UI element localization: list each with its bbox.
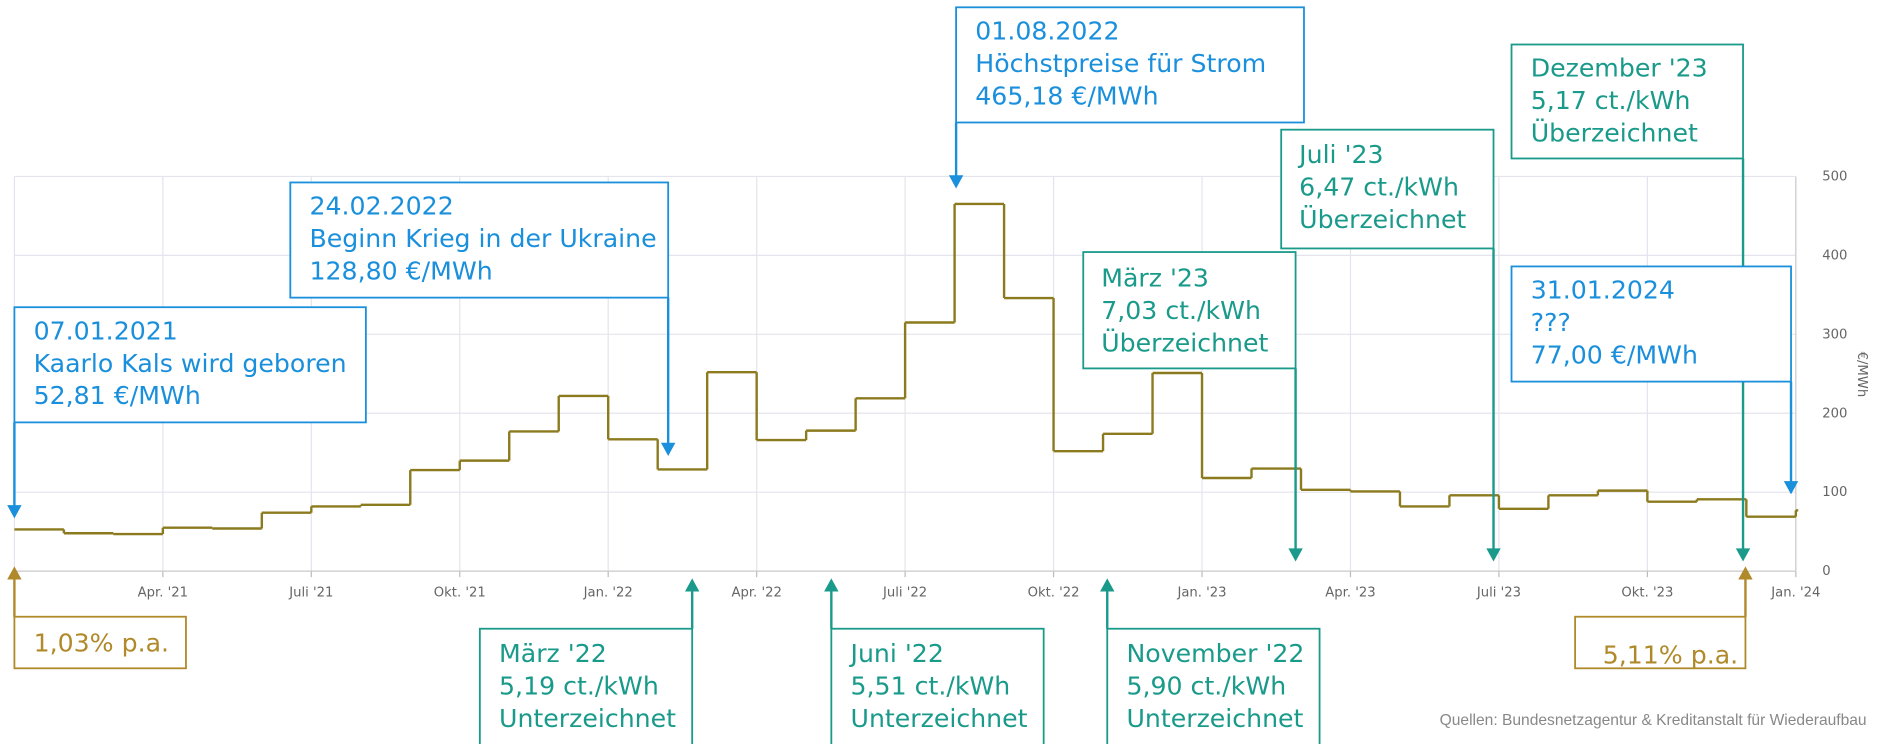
x-tick-label: Apr. '22: [731, 586, 781, 601]
annotation-text: 77,00 €/MWh: [1531, 340, 1698, 369]
arrow-head: [1783, 481, 1799, 495]
x-tick-label: Juli '21: [288, 586, 333, 601]
x-tick-label: Jan. '24: [1770, 586, 1820, 601]
annotation-text: 52,81 €/MWh: [34, 381, 201, 410]
annotation-text: Kaarlo Kals wird geboren: [34, 349, 347, 378]
y-tick-label: 400: [1822, 248, 1847, 263]
x-tick-label: Juli '23: [1476, 586, 1521, 601]
annotation-text: Juli '23: [1297, 140, 1383, 169]
annotation-box: [13, 306, 367, 424]
annotation-box: [478, 627, 694, 744]
arrow-head: [660, 442, 676, 456]
annotation-text: März '23: [1101, 264, 1209, 293]
annotation-text: 6,47 ct./kWh: [1299, 172, 1459, 201]
x-tick-label: Apr. '21: [138, 586, 188, 601]
annotation-box: [830, 627, 1045, 744]
annotation-text: 31.01.2024: [1531, 276, 1675, 305]
source: Quellen: Bundesnetzagentur & Kreditansta…: [1440, 712, 1867, 729]
annotation-text: 465,18 €/MWh: [975, 81, 1158, 110]
annotation-box: [1280, 128, 1495, 250]
annotation-text: Überzeichnet: [1101, 328, 1268, 357]
annotation-text: 01.08.2022: [975, 17, 1119, 46]
annotation-box: [1082, 251, 1297, 370]
annotation-text: Unterzeichnet: [499, 704, 676, 733]
annotation-box: [289, 181, 670, 299]
annotation-text: 5,90 ct./kWh: [1126, 671, 1286, 700]
arrow-head: [7, 505, 22, 519]
y-tick-label: 100: [1822, 485, 1847, 500]
y-tick-label: 500: [1822, 169, 1847, 184]
arrow-head: [1100, 578, 1115, 592]
annotation-text: Unterzeichnet: [851, 704, 1028, 733]
y-axis-label: €/MWh: [1854, 352, 1869, 398]
annotation-box: [13, 615, 187, 670]
annotation-text: Überzeichnet: [1299, 205, 1466, 234]
arrow-head: [824, 578, 839, 592]
annotation-text: 128,80 €/MWh: [310, 256, 493, 285]
y-tick-label: 300: [1822, 327, 1847, 342]
annotation-text: März '22: [499, 639, 607, 668]
annotation-text: Beginn Krieg in der Ukraine: [310, 224, 657, 253]
annotation-box: [1510, 265, 1792, 383]
x-tick-label: Okt. '23: [1621, 586, 1673, 601]
annotation-text: Unterzeichnet: [1126, 704, 1303, 733]
annotation-text: 5,51 ct./kWh: [851, 671, 1011, 700]
annotation-box: [1510, 43, 1744, 160]
annotation-text: Juni '22: [849, 639, 944, 668]
arrow-head: [1288, 548, 1303, 562]
x-tick-label: Apr. '23: [1325, 586, 1375, 601]
x-tick-label: Jan. '23: [1176, 586, 1226, 601]
annotation-text: 5,17 ct./kWh: [1531, 86, 1691, 115]
arrow-head: [1486, 548, 1501, 562]
arrow-head: [1738, 566, 1753, 580]
arrow-head: [7, 566, 22, 580]
annotation-text: 5,11% p.a.: [1603, 640, 1738, 669]
y-tick-label: 0: [1822, 564, 1830, 579]
x-tick-label: Jan. '22: [583, 586, 633, 601]
annotation-box: [1574, 615, 1747, 670]
annotation-text: Höchstpreise für Strom: [975, 49, 1266, 78]
y-tick-label: 200: [1822, 406, 1847, 421]
annotation-text: 24.02.2022: [310, 192, 454, 221]
annotation-text: November '22: [1126, 639, 1304, 668]
x-tick-label: Okt. '21: [434, 586, 486, 601]
annotation-text: 7,03 ct./kWh: [1101, 296, 1261, 325]
annotation-box: [1106, 627, 1321, 744]
annotation-text: 1,03% p.a.: [34, 628, 169, 657]
annotation-box: [955, 6, 1305, 124]
annotation-text: 07.01.2021: [34, 316, 178, 345]
annotation-text: ???: [1531, 308, 1571, 337]
arrow-head: [948, 175, 964, 189]
arrow-head: [1735, 548, 1751, 562]
annotation-text: Überzeichnet: [1531, 118, 1698, 147]
x-tick-label: Okt. '22: [1028, 586, 1080, 601]
annotation-text: 5,19 ct./kWh: [499, 671, 659, 700]
annotation-text: Dezember '23: [1531, 54, 1708, 83]
arrow-head: [684, 578, 700, 592]
x-tick-label: Juli '22: [882, 586, 927, 601]
